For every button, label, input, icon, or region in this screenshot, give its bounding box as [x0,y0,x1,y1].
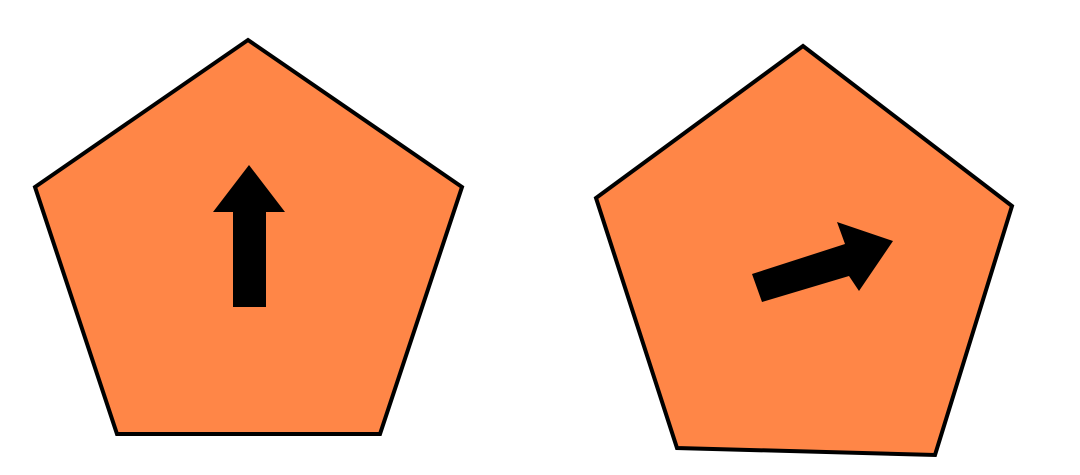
figure-left [32,37,465,436]
figure-right [593,43,1015,458]
arrow-up-icon [213,165,285,307]
pentagon-right [593,43,1015,458]
arrow-right-up-icon [752,222,893,302]
